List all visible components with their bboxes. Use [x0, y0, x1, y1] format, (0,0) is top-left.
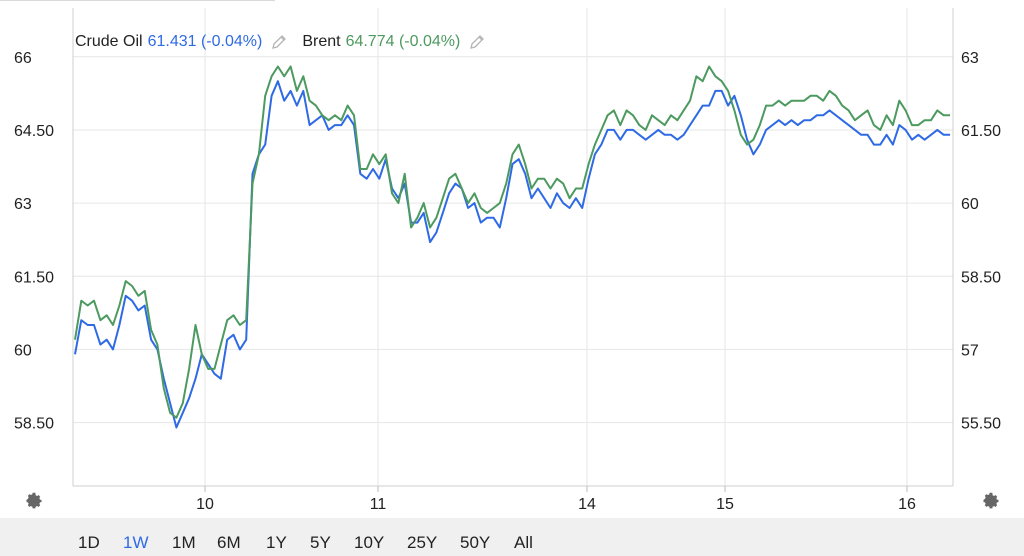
range-button-50y[interactable]: 50Y	[460, 533, 491, 552]
crude-series-line	[74, 80, 950, 429]
x-tick-label: 16	[898, 496, 916, 513]
x-tick-label: 10	[196, 496, 214, 513]
y-left-tick-label: 66	[14, 50, 32, 67]
y-right-tick-label: 55.50	[961, 416, 1001, 433]
y-right-tick-label: 61.50	[961, 123, 1001, 140]
range-button-10y[interactable]: 10Y	[354, 533, 385, 552]
x-tick-label: 11	[370, 496, 387, 513]
axes	[72, 8, 954, 492]
range-button-1d[interactable]: 1D	[78, 533, 100, 552]
y-right-tick-label: 58.50	[961, 269, 1001, 286]
range-button-1m[interactable]: 1M	[172, 533, 196, 552]
legend-crude-name: Crude Oil	[75, 33, 143, 50]
legend-crude-value: 61.431 (-0.04%)	[147, 33, 263, 50]
x-tick-label: 15	[716, 496, 734, 513]
y-right-tick-label: 57	[961, 342, 979, 359]
price-chart: 66 63 64.50 61.50 63 60 61.50 58.50 60 57 58.50 55.…	[14, 8, 1001, 513]
y-left-tick-label: 63	[14, 196, 32, 213]
grid	[73, 8, 953, 486]
pencil-icon[interactable]	[468, 33, 486, 51]
legend-brent-value: 64.774 (-0.04%)	[345, 33, 461, 50]
pencil-icon[interactable]	[270, 33, 288, 51]
x-tick-label: 14	[578, 496, 596, 513]
range-button-all[interactable]: All	[514, 533, 533, 552]
range-button-1y[interactable]: 1Y	[266, 533, 287, 552]
y-right-tick-label: 60	[961, 196, 979, 213]
range-button-1w[interactable]: 1W	[123, 533, 149, 552]
legend: Crude Oil 61.431 (-0.04%) Brent 64.774 (…	[75, 33, 500, 51]
range-button-5y[interactable]: 5Y	[310, 533, 331, 552]
series	[74, 65, 950, 429]
gear-icon[interactable]	[23, 490, 45, 512]
brent-series-line	[74, 65, 950, 419]
legend-brent-name: Brent	[302, 33, 341, 50]
range-button-25y[interactable]: 25Y	[407, 533, 438, 552]
range-bar	[0, 518, 1024, 556]
tick-labels: 66 63 64.50 61.50 63 60 61.50 58.50 60 57 58.50 55.…	[14, 50, 1001, 513]
range-button-6m[interactable]: 6M	[217, 533, 241, 552]
y-left-tick-label: 61.50	[14, 269, 54, 286]
gear-icon[interactable]	[980, 490, 1002, 512]
top-tab-border	[0, 0, 275, 1]
y-left-tick-label: 58.50	[14, 416, 54, 433]
y-left-tick-label: 64.50	[14, 123, 54, 140]
y-right-tick-label: 63	[961, 50, 979, 67]
y-left-tick-label: 60	[14, 342, 32, 359]
